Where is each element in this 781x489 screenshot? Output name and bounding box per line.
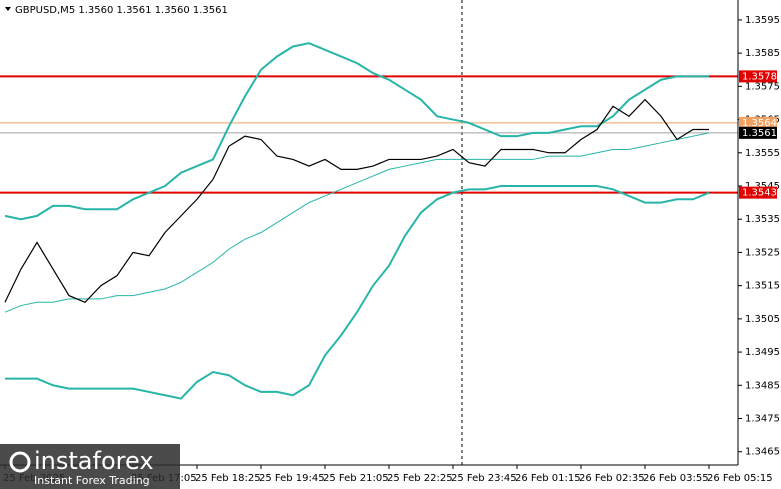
y-tick-label: 1.3505 (745, 314, 780, 325)
x-tick-label: 25 Feb 18:25 (195, 473, 261, 484)
y-tick-label: 1.3495 (745, 347, 780, 358)
x-tick-label: 25 Feb 22:25 (387, 473, 453, 484)
y-tick-label: 1.3585 (745, 48, 780, 59)
x-tick-label: 26 Feb 02:35 (579, 473, 645, 484)
series-line (4, 132, 710, 313)
y-tick-label: 1.3555 (745, 148, 780, 159)
level-label-box (739, 126, 777, 139)
y-tick-label: 1.3515 (745, 281, 780, 292)
series-line (5, 185, 710, 400)
x-tick-label: 26 Feb 01:15 (515, 473, 581, 484)
series-line (4, 98, 709, 303)
y-tick-label: 1.3535 (745, 214, 780, 225)
watermark: instaforex Instant Forex Trading (0, 444, 180, 489)
x-tick-label: 25 Feb 21:05 (323, 473, 389, 484)
watermark-tagline: Instant Forex Trading (34, 474, 150, 487)
level-label-box (739, 70, 777, 83)
y-tick-label: 1.3465 (745, 447, 780, 458)
level-label: 1.3543 (742, 188, 777, 199)
x-tick-label: 26 Feb 05:15 (707, 473, 773, 484)
y-tick-label: 1.3545 (745, 181, 780, 192)
watermark-icon (9, 451, 31, 473)
title-arrow (5, 7, 11, 11)
y-tick-label: 1.3575 (745, 81, 780, 92)
y-tick-label: 1.3485 (745, 380, 780, 391)
level-label: 1.3564 (742, 118, 777, 129)
x-tick-label: 26 Feb 03:55 (643, 473, 709, 484)
series-line (4, 42, 709, 221)
level-label: 1.3578 (742, 71, 777, 82)
chart-title: GBPUSD,M5 1.3560 1.3561 1.3560 1.3561 (15, 5, 228, 16)
x-tick-label: 25 Feb 19:45 (259, 473, 325, 484)
level-label: 1.3561 (742, 128, 777, 139)
watermark-brand: instaforex (34, 447, 154, 475)
y-tick-label: 1.3475 (745, 414, 780, 425)
level-label-box (739, 116, 777, 129)
x-tick-label: 25 Feb 23:45 (451, 473, 517, 484)
plot-area (0, 0, 738, 465)
watermark-box (0, 444, 180, 489)
y-tick-label: 1.3525 (745, 247, 780, 258)
level-label-box (739, 186, 777, 199)
y-tick-label: 1.3595 (745, 15, 780, 26)
